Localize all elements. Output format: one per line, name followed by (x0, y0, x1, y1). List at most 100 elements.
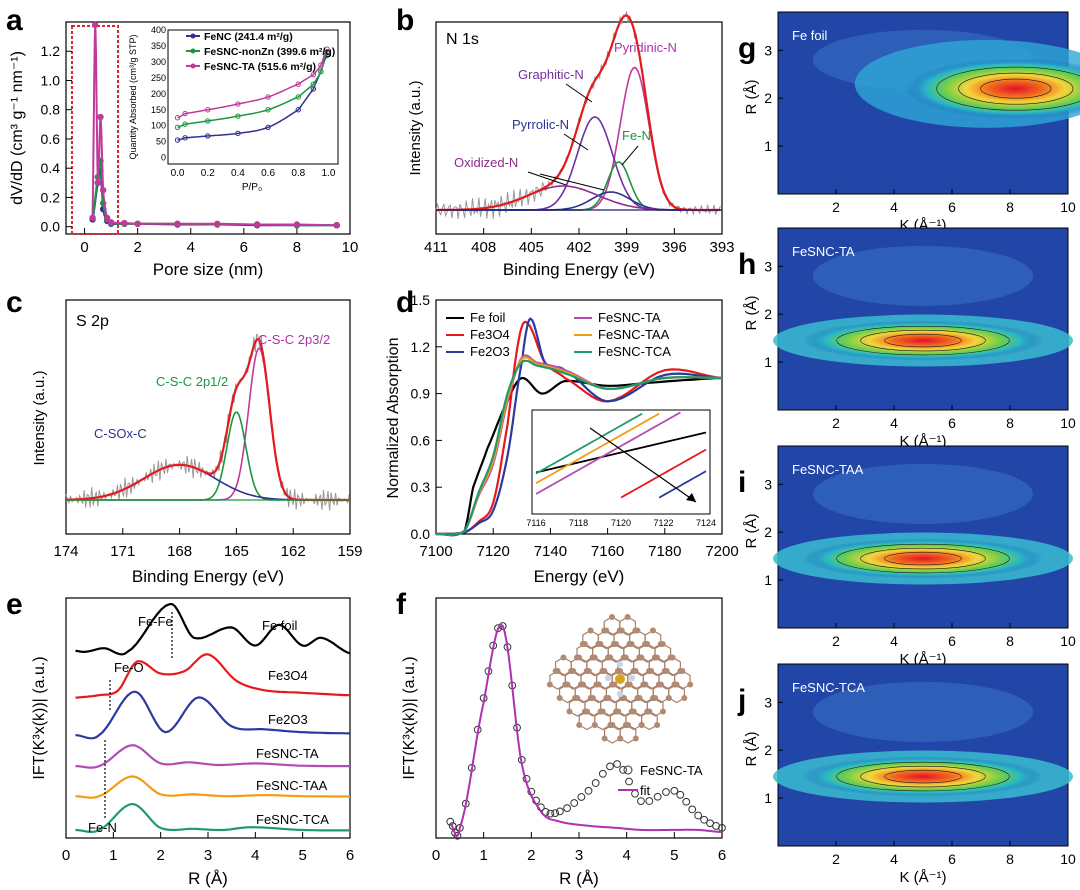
x-tick-label: 6 (948, 199, 956, 215)
carbon-atom (646, 708, 653, 715)
panel-letter-j: j (737, 684, 746, 717)
carbon-atom (649, 627, 656, 634)
carbon-atom (626, 681, 633, 688)
carbon-atom (560, 654, 567, 661)
inset-point (205, 133, 211, 139)
data-point (637, 797, 645, 805)
x-tick-label: 162 (281, 543, 306, 560)
x-tick-label: 6 (948, 415, 956, 431)
x-tick-label: 7120 (477, 543, 510, 560)
data-point (598, 769, 607, 778)
carbon-atom (659, 708, 666, 715)
contour-line (884, 551, 962, 566)
carbon-atom (669, 654, 676, 661)
data-point (551, 809, 560, 818)
panel-letter-b: b (396, 4, 414, 37)
panel-a: a 0 2 4 6 8 10 0.0 0.2 0.4 0.6 0.8 1.0 1.2 Pore siz… (6, 4, 358, 279)
heatmap-maximum (905, 58, 1080, 119)
data-point (606, 762, 614, 771)
x-tick-label: 8 (1006, 415, 1014, 431)
y-axis-label: R (Å) (743, 732, 760, 767)
inset-point (174, 124, 181, 131)
label-csc-2p12: C-S-C 2p1/2 (156, 374, 228, 389)
inset-y-tick-label: 0 (161, 153, 166, 163)
x-tick-label: 0 (80, 239, 88, 256)
series-line (75, 744, 350, 769)
carbon-atom (607, 654, 614, 661)
inset-x-ticks: 7116 7118 7120 7122 7124 (526, 518, 716, 528)
data-point (613, 760, 622, 768)
x-tick-label: 10 (1060, 199, 1076, 215)
carbon-atom (618, 627, 625, 634)
x-tick-label: 5 (670, 847, 678, 864)
contour-line (836, 325, 1010, 356)
carbon-atom (576, 722, 583, 728)
inset-series (535, 411, 707, 503)
x-axis-label: R (Å) (188, 869, 228, 888)
label-fesnc-tca: FeSNC-TCA (256, 812, 329, 827)
series-line (75, 802, 350, 833)
inset-point (182, 135, 188, 141)
panel-letter-c: c (6, 286, 23, 319)
carbon-atom (591, 722, 598, 728)
panel-letter-h: h (738, 248, 756, 281)
y-tick-label: 0.0 (41, 219, 61, 235)
contour-line (836, 761, 1010, 792)
carbon-atom (628, 641, 635, 647)
y-tick-label: 2 (764, 524, 772, 540)
x-tick-labels: 0 1 2 3 4 5 6 (62, 832, 354, 864)
carbon-atom (617, 735, 624, 742)
fit-line (449, 623, 723, 838)
inset-y-tick-label: 50 (156, 137, 166, 147)
x-tick-label: 4 (890, 415, 898, 431)
carbon-atom (636, 695, 643, 701)
x-tick-label: 2 (832, 199, 840, 215)
y-tick-label: 1 (764, 572, 772, 588)
inset-x-tick-label: 7116 (526, 518, 545, 528)
x-tick-label: 408 (471, 239, 496, 256)
series-group (435, 317, 723, 537)
x-tick-label: 7160 (591, 543, 624, 560)
data-point (653, 792, 662, 801)
lattice-ring (668, 683, 685, 704)
legend: Fe foil Fe3O4 Fe2O3 FeSNC-TA FeSNC-TAA FeSNC-… (446, 310, 671, 359)
y-tick-label: 1 (764, 354, 772, 370)
inset-point (295, 107, 301, 113)
contour-line (860, 765, 986, 788)
series-line (75, 653, 351, 699)
inset-line (658, 470, 707, 499)
inset-point (324, 46, 330, 52)
y-axis-label: R (Å) (743, 80, 760, 115)
heatmap-region (813, 681, 1033, 742)
carbon-atom (644, 641, 651, 647)
carbon-atom (597, 641, 604, 647)
x-tick-label: 171 (110, 543, 135, 560)
carbon-atom (576, 654, 583, 661)
carbon-atom (621, 695, 627, 701)
carbon-atom (654, 722, 661, 728)
y-tick-label: 1.5 (411, 292, 431, 308)
series-group (75, 602, 351, 833)
y-tick-label: 0.3 (411, 479, 431, 495)
carbon-atom (585, 668, 592, 674)
series-group (446, 622, 726, 840)
x-tick-label: 2 (832, 633, 840, 649)
inset-y-tick-label: 400 (151, 25, 166, 35)
carbon-atom (622, 654, 629, 661)
y-tick-label: 0.0 (411, 526, 431, 542)
panel-title: N 1s (446, 31, 479, 48)
contour-line (884, 333, 962, 348)
x-tick-label: 0 (62, 847, 70, 864)
inset-point (318, 68, 324, 75)
inset-x-ticks: 0.0 0.2 0.4 0.6 0.8 1.0 (171, 168, 336, 179)
nitrogen-atom (628, 674, 636, 682)
carbon-atom (659, 641, 666, 647)
wavelet-title: Fe foil (792, 28, 828, 43)
data-point (446, 817, 455, 826)
inset-x-tick-label: 7122 (653, 518, 673, 528)
x-tick-label: 6 (948, 633, 956, 649)
carbon-atom (556, 695, 563, 701)
